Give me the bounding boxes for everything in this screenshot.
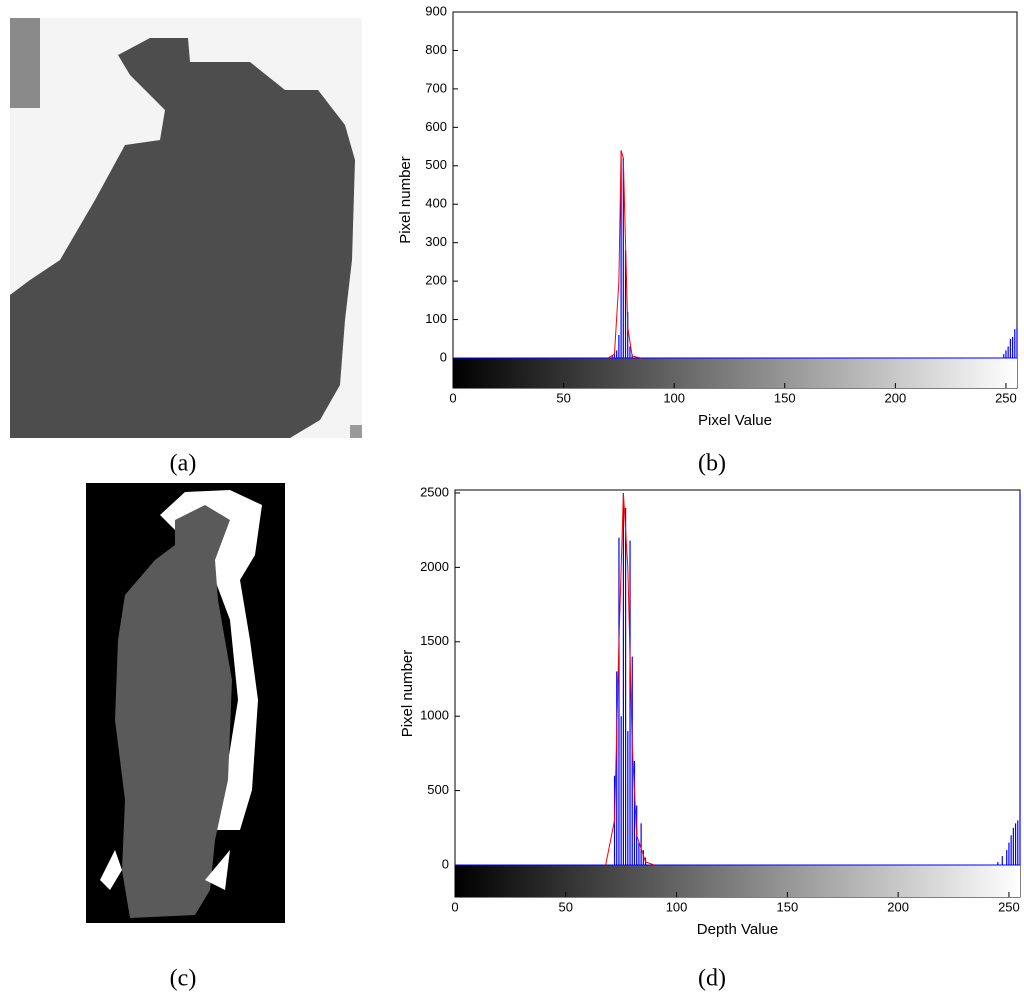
y-tick-label: 2500 [420,484,449,499]
y-tick-label: 600 [425,119,447,134]
y-tick-label: 1500 [420,633,449,648]
y-tick-label: 300 [425,234,447,249]
x-tick-label: 100 [663,390,685,405]
x-tick-label: 150 [774,390,796,405]
y-tick-label: 1000 [420,708,449,723]
fit-curve [607,150,642,359]
x-tick-label: 50 [559,899,573,914]
image-c [86,483,285,923]
y-tick-label: 500 [425,157,447,172]
y-axis-label: Pixel number [397,156,414,244]
panel-label: (a) [170,451,197,477]
x-tick-label: 100 [666,899,688,914]
y-tick-label: 700 [425,80,447,95]
x-tick-label: 250 [995,390,1017,405]
y-tick-label: 400 [425,196,447,211]
image-a [10,18,362,438]
y-axis-label: Pixel number [399,650,416,738]
x-axis-label: Pixel Value [698,412,772,429]
plot-area [452,11,1018,389]
x-tick-label: 200 [885,390,907,405]
x-axis-label: Depth Value [697,921,778,938]
colorbar [455,865,1020,897]
x-tick-label: 250 [998,899,1020,914]
x-tick-label: 0 [449,390,456,405]
x-tick-label: 150 [777,899,799,914]
x-tick-label: 0 [451,899,458,914]
y-tick-label: 800 [425,42,447,57]
plot-area [454,489,1021,898]
y-tick-label: 2000 [420,559,449,574]
y-tick-label: 0 [442,856,449,871]
y-tick-label: 100 [425,311,447,326]
fit-curve [605,492,655,866]
y-tick-label: 0 [440,349,447,364]
panel-label: (d) [698,966,726,992]
x-tick-label: 200 [887,899,909,914]
x-tick-label: 50 [556,390,570,405]
y-tick-label: 500 [427,782,449,797]
y-tick-label: 900 [425,3,447,18]
panel-label: (b) [698,451,726,477]
y-tick-label: 200 [425,273,447,288]
colorbar [453,358,1017,388]
panel-label: (c) [170,966,197,992]
